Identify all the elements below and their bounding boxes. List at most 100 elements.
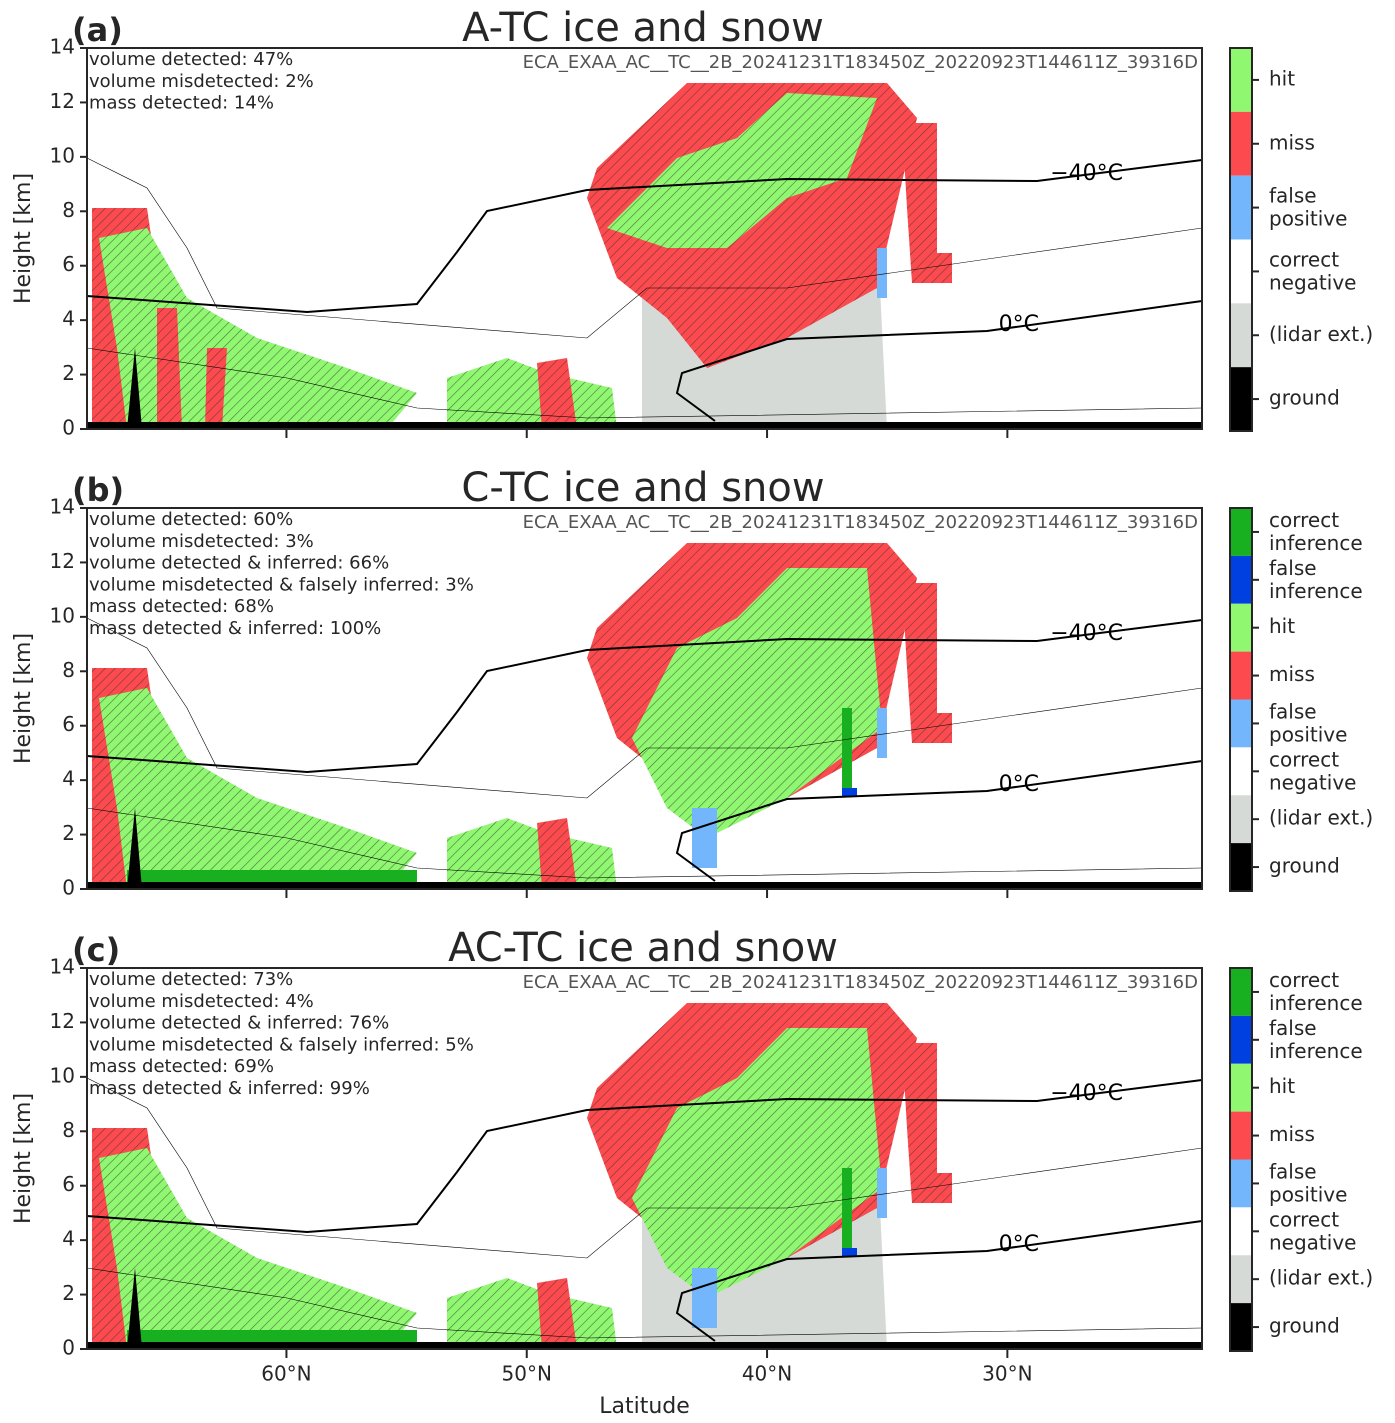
colorbar-segment <box>1230 968 1252 1016</box>
field-region <box>87 422 1202 429</box>
colorbar-segment <box>1230 1015 1252 1064</box>
colorbar-segment <box>1230 843 1252 891</box>
colorbar-label: (lidar ext.) <box>1269 1266 1373 1290</box>
colorbar-label-line: positive <box>1269 1182 1347 1206</box>
field-region <box>842 788 857 796</box>
y-tick-label: 14 <box>50 495 75 519</box>
colorbar-label: (lidar ext.) <box>1269 806 1373 830</box>
hatch <box>607 93 877 248</box>
stat-annotation: volume detected & inferred: 66% <box>89 553 389 574</box>
plot-frame <box>86 967 1203 1350</box>
contour-label: 0°C <box>999 312 1039 337</box>
colorbar-label: correct inference <box>1269 507 1363 554</box>
hatch <box>632 1028 882 1298</box>
colorbar-label-line: correct <box>1269 967 1339 991</box>
colorbar-label: miss <box>1269 1122 1315 1146</box>
colorbar-label-line: negative <box>1269 270 1356 294</box>
colorbar-label-line: negative <box>1269 770 1356 794</box>
field-region <box>842 1168 852 1248</box>
y-tick-label: 4 <box>62 307 75 331</box>
hatch <box>537 358 577 429</box>
y-axis-label: Height [km] <box>11 1093 36 1224</box>
y-tick-label: 10 <box>50 1063 75 1087</box>
hatch <box>157 308 182 429</box>
field-region <box>87 1342 1202 1349</box>
stat-annotation: mass detected & inferred: 100% <box>89 618 381 639</box>
colorbar-segment <box>1230 1111 1252 1160</box>
isotherm <box>86 159 1203 314</box>
y-tick-label: 14 <box>50 35 75 59</box>
colorbar-segment <box>1230 795 1252 844</box>
x-tick-label: 60°N <box>261 1362 311 1386</box>
colorbar-label-line: inference <box>1269 1038 1363 1062</box>
colorbar-label-line: correct <box>1269 247 1339 271</box>
product-id: ECA_EXAA_AC__TC__2B_20241231T183450Z_202… <box>523 972 1198 993</box>
colorbar-label: false positive <box>1269 183 1347 230</box>
stat-annotation: volume misdetected: 3% <box>89 531 314 552</box>
x-tick-label: 50°N <box>502 1362 552 1386</box>
colorbar-frame <box>1229 507 1253 892</box>
colorbar-label-line: false <box>1269 699 1317 723</box>
hatch <box>447 358 617 429</box>
hatch <box>99 1148 417 1349</box>
colorbar-label-line: false <box>1269 1159 1317 1183</box>
field-region <box>877 708 887 758</box>
field-region <box>692 1268 717 1328</box>
colorbar-label: hit <box>1269 66 1295 90</box>
colorbar-label: ground <box>1269 1314 1340 1338</box>
field-region <box>877 1168 887 1218</box>
colorbar-label-line: inference <box>1269 990 1363 1014</box>
colorbar-label: false inference <box>1269 1015 1363 1062</box>
product-id: ECA_EXAA_AC__TC__2B_20241231T183450Z_202… <box>523 52 1198 73</box>
isotherm <box>675 760 1203 882</box>
stat-annotation: volume detected: 73% <box>89 969 293 990</box>
y-tick-label: 12 <box>50 549 75 573</box>
stat-annotation: volume detected: 47% <box>89 49 293 70</box>
stat-annotation: volume misdetected & falsely inferred: 5… <box>89 1034 474 1055</box>
colorbar-segment <box>1230 48 1252 112</box>
stat-annotation: volume misdetected: 4% <box>89 991 314 1012</box>
colorbar-label: hit <box>1269 1074 1295 1098</box>
colorbar-label: miss <box>1269 662 1315 686</box>
hatch <box>632 568 882 838</box>
colorbar-label: (lidar ext.) <box>1269 322 1373 346</box>
colorbar-label-line: correct <box>1269 507 1339 531</box>
hatch <box>99 228 417 429</box>
y-tick-label: 2 <box>62 1281 75 1305</box>
colorbar-label-line: negative <box>1269 1230 1356 1254</box>
stat-annotation: volume misdetected: 2% <box>89 71 314 92</box>
y-tick-label: 4 <box>62 1227 75 1251</box>
plot-frame <box>86 507 1203 890</box>
colorbar-segment <box>1230 175 1252 240</box>
stat-annotation: mass detected: 14% <box>89 93 274 114</box>
colorbar-segment <box>1230 239 1252 304</box>
colorbar-label: miss <box>1269 130 1315 154</box>
panel-label: (a) <box>72 11 123 49</box>
y-tick-label: 14 <box>50 955 75 979</box>
stat-annotation: mass detected & inferred: 99% <box>89 1078 370 1099</box>
chart-title: AC-TC ice and snow <box>448 925 838 971</box>
field-region <box>842 1248 857 1256</box>
colorbar-label: false inference <box>1269 555 1363 602</box>
colorbar-label: correct negative <box>1269 247 1356 294</box>
field-region <box>692 808 717 868</box>
stat-annotation: volume misdetected & falsely inferred: 3… <box>89 574 474 595</box>
isotherm <box>86 619 1203 774</box>
colorbar-segment <box>1230 1303 1252 1351</box>
colorbar-label: correct negative <box>1269 1207 1356 1254</box>
field-region <box>127 1330 417 1343</box>
product-id: ECA_EXAA_AC__TC__2B_20241231T183450Z_202… <box>523 512 1198 533</box>
colorbar-segment <box>1230 1063 1252 1112</box>
field-region <box>842 708 852 788</box>
panel: −40°C 0°C <box>86 83 1203 429</box>
y-tick-label: 12 <box>50 1009 75 1033</box>
colorbar-label-line: inference <box>1269 530 1363 554</box>
colorbar-label-line: correct <box>1269 1207 1339 1231</box>
panel-label: (c) <box>72 931 120 969</box>
colorbar-label-line: false <box>1269 183 1317 207</box>
colorbar-label: ground <box>1269 386 1340 410</box>
panel: −40°C 0°C <box>86 1003 1203 1349</box>
contour-label: −40°C <box>1050 1081 1123 1106</box>
isotherm <box>86 617 1203 799</box>
colorbar-segment <box>1230 747 1252 796</box>
